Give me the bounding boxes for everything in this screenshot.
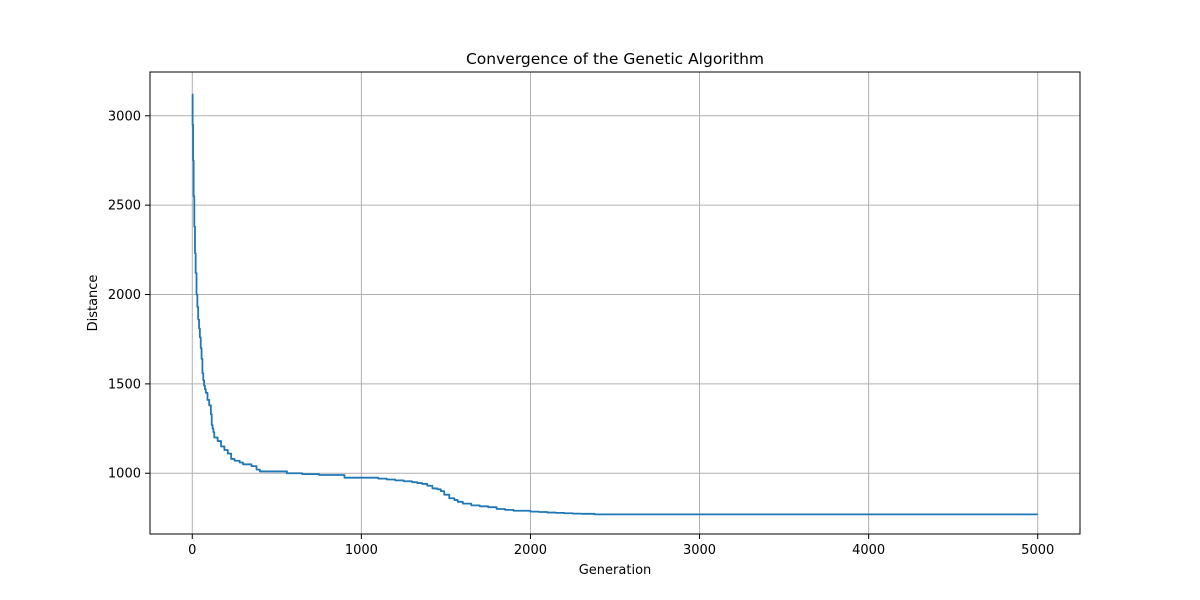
x-tick-label: 3000 — [683, 543, 716, 558]
x-tick-label: 5000 — [1021, 543, 1054, 558]
chart-title: Convergence of the Genetic Algorithm — [466, 50, 764, 68]
x-tick-label: 0 — [188, 543, 196, 558]
y-tick-label: 2000 — [108, 288, 141, 303]
distance-series-line — [191, 93, 1038, 516]
x-tick-label: 1000 — [345, 543, 378, 558]
x-tick-label: 4000 — [852, 543, 885, 558]
y-axis-label: Distance — [86, 275, 101, 332]
y-tick-label: 1500 — [108, 377, 141, 392]
x-tick-label: 2000 — [514, 543, 547, 558]
y-tick-label: 3000 — [108, 109, 141, 124]
y-tick-label: 2500 — [108, 199, 141, 214]
plot-frame — [149, 71, 1081, 535]
x-axis-label: Generation — [579, 563, 652, 578]
y-tick-label: 1000 — [108, 467, 141, 482]
